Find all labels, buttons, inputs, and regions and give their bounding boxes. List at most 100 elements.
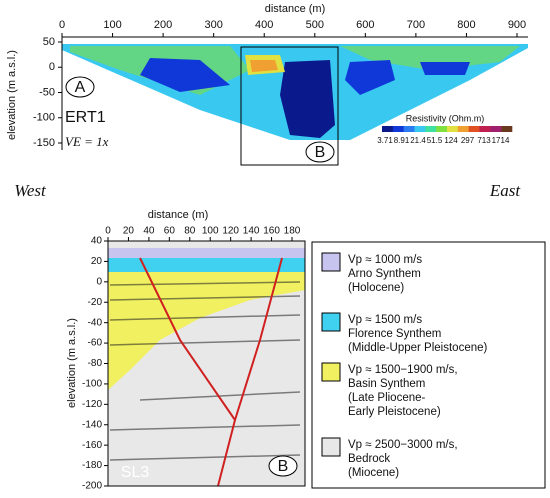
label-circle — [268, 455, 298, 477]
x-tick-label: 400 — [255, 19, 273, 31]
profile-name: ERT1 — [65, 109, 106, 126]
legend-text: (Middle-Upper Pleistocene) — [348, 342, 488, 354]
colorbar-cell — [479, 126, 491, 132]
x-tick-label: 100 — [202, 226, 219, 237]
east-label: East — [489, 181, 522, 200]
legend-text: (Late Pliocene- — [348, 392, 426, 404]
y-tick-label: -40 — [88, 317, 103, 328]
y-tick-label: 50 — [43, 36, 55, 48]
y-tick-label: 0 — [49, 61, 55, 73]
legend-text: Early Pleistocene) — [348, 406, 441, 418]
x-tick-label: 160 — [263, 226, 280, 237]
x-tick-label: 180 — [284, 226, 301, 237]
colorbar-label: 297 — [461, 136, 475, 145]
y-tick-label: 40 — [91, 236, 103, 247]
west-label: West — [14, 181, 47, 200]
ert-patch — [345, 60, 395, 95]
basin-area — [108, 270, 305, 390]
y-tick-label: -50 — [39, 86, 55, 98]
x-tick-label: 120 — [222, 226, 239, 237]
box-label: B — [315, 144, 326, 161]
x-tick-label: 140 — [243, 226, 260, 237]
legend-text: Bedrock — [348, 453, 390, 465]
y-tick-label: -80 — [88, 358, 103, 369]
y-tick-label: -120 — [82, 399, 102, 410]
x-tick-label: 600 — [356, 19, 374, 31]
y-tick-label: 0 — [96, 276, 102, 287]
colorbar-cell — [468, 126, 480, 132]
y-tick-label: -140 — [82, 419, 102, 430]
y-tick-label: -60 — [88, 338, 103, 349]
y-tick-label: -160 — [82, 440, 102, 451]
x-tick-label: 60 — [164, 226, 176, 237]
x-tick-label: 20 — [123, 226, 135, 237]
fault-line — [234, 257, 283, 421]
x-tick-label: 200 — [154, 19, 172, 31]
colorbar-cell — [403, 126, 415, 132]
x-tick-label: 900 — [508, 19, 526, 31]
x-tick-label: 800 — [457, 19, 475, 31]
legend-text: Vp ≈ 1500 m/s — [348, 314, 422, 326]
colorbar-cell — [425, 126, 437, 132]
ert-patch — [280, 60, 335, 138]
label-circle — [305, 141, 335, 163]
colorbar-cell — [414, 126, 426, 132]
legend-text: Arno Synthem — [348, 268, 421, 280]
legend-text: (Holocene) — [348, 282, 404, 294]
y-tick-label: -100 — [82, 379, 102, 390]
colorbar-cell — [382, 126, 394, 132]
legend-text: Florence Synthem — [348, 328, 441, 340]
x-tick-label: 300 — [204, 19, 222, 31]
colorbar-label: 21.4 — [410, 136, 426, 145]
colorbar-cell — [392, 126, 404, 132]
x-tick-label: 40 — [143, 226, 155, 237]
legend-swatch — [321, 312, 341, 332]
legend-swatch — [321, 252, 341, 272]
label-circle — [65, 76, 95, 98]
panel-label: A — [75, 79, 86, 96]
legend-text: Vp ≈ 1000 m/s — [348, 254, 422, 266]
legend-box — [311, 241, 546, 489]
colorbar-label: 8.91 — [394, 136, 410, 145]
legend-text: Vp ≈ 2500−3000 m/s, — [348, 439, 458, 451]
x-tick-label: 80 — [184, 226, 196, 237]
legend-text: Vp ≈ 1500−1900 m/s, — [348, 364, 458, 376]
ert-patch — [140, 58, 230, 92]
colorbar-label: 124 — [444, 136, 458, 145]
legend-swatch — [321, 362, 341, 382]
colorbar-label: 3.71 — [377, 136, 393, 145]
ert-patch — [420, 62, 470, 75]
x-tick-label: 0 — [105, 226, 111, 237]
fault-line — [139, 257, 237, 487]
x-tick-label: 500 — [306, 19, 324, 31]
y-tick-label: -20 — [88, 297, 103, 308]
colorbar-cell — [490, 126, 502, 132]
x-tick-label: 700 — [407, 19, 425, 31]
colorbar-label: 1714 — [492, 136, 510, 145]
ve-note: VE = 1x — [65, 134, 109, 149]
x-axis-label: distance (m) — [148, 209, 209, 221]
y-tick-label: 20 — [91, 256, 103, 267]
legend-swatch — [321, 437, 341, 457]
ert-patch — [250, 60, 278, 72]
colorbar-label: 51.5 — [427, 136, 443, 145]
zoom-box — [240, 46, 339, 166]
x-tick-label: 0 — [59, 19, 65, 31]
legend-text: (Miocene) — [348, 467, 399, 479]
colorbar-label: 713 — [477, 136, 491, 145]
colorbar-cell — [447, 126, 459, 132]
seismic-texture — [109, 281, 301, 461]
ert-patch — [340, 46, 520, 70]
panel-label: B — [278, 458, 289, 475]
profile-name: SL3 — [121, 464, 150, 481]
arno-area — [108, 248, 305, 258]
x-tick-label: 100 — [103, 19, 121, 31]
y-axis-label: elevation (m a.s.l.) — [6, 50, 18, 140]
y-tick-label: -180 — [82, 460, 102, 471]
y-axis-label: elevation (m a.s.l.) — [66, 318, 78, 408]
y-tick-label: -200 — [82, 481, 102, 492]
colorbar-cell — [436, 126, 448, 132]
colorbar-cell — [457, 126, 469, 132]
legend-text: Basin Synthem — [348, 378, 425, 390]
